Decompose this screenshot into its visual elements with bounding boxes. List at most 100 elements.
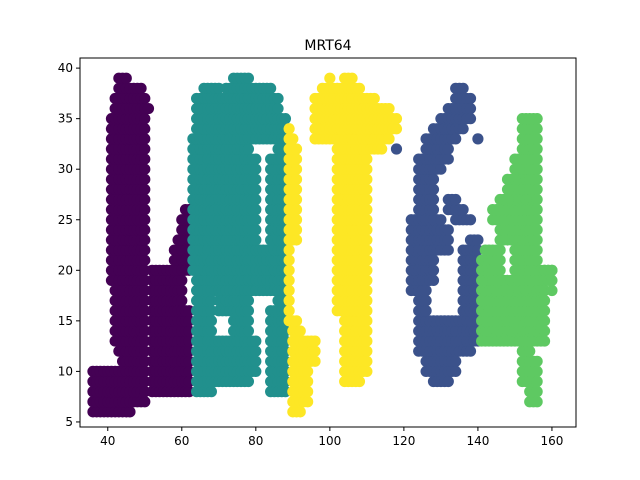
- data-point: [450, 193, 462, 206]
- data-point: [205, 386, 217, 398]
- data-point: [464, 92, 477, 105]
- data-point: [250, 365, 262, 377]
- data-point: [464, 113, 477, 125]
- data-point: [450, 365, 462, 377]
- data-point: [302, 365, 314, 377]
- data-point: [420, 305, 432, 317]
- data-point: [546, 274, 558, 287]
- data-point: [139, 173, 151, 185]
- data-point: [524, 345, 536, 357]
- data-point: [250, 214, 262, 226]
- data-point: [494, 254, 506, 266]
- data-point: [420, 284, 432, 297]
- x-tick-label: 100: [318, 434, 341, 448]
- data-point: [176, 284, 188, 297]
- data-point: [250, 173, 262, 185]
- data-point: [205, 325, 217, 337]
- data-point: [435, 163, 447, 175]
- data-point: [250, 335, 262, 347]
- data-point: [531, 173, 543, 185]
- data-point: [531, 153, 543, 165]
- data-point: [361, 234, 373, 246]
- data-point: [531, 396, 543, 408]
- data-points: [87, 72, 558, 418]
- data-point: [309, 345, 321, 357]
- y-tick-label: 5: [65, 415, 73, 429]
- data-point: [302, 396, 314, 408]
- data-point: [176, 295, 188, 307]
- data-point: [135, 82, 147, 94]
- data-point: [427, 193, 440, 206]
- data-point: [290, 204, 303, 216]
- data-point: [531, 375, 543, 388]
- data-point: [531, 224, 543, 236]
- data-point: [531, 254, 543, 266]
- data-point: [390, 123, 403, 135]
- data-point: [290, 193, 303, 206]
- data-point: [242, 325, 255, 337]
- data-point: [450, 133, 462, 145]
- data-point: [290, 224, 303, 236]
- data-point: [472, 133, 484, 145]
- data-point: [242, 305, 255, 317]
- data-point: [283, 244, 295, 256]
- data-point: [250, 224, 262, 236]
- data-point: [546, 284, 558, 297]
- data-point: [531, 113, 543, 125]
- data-point: [368, 92, 380, 105]
- data-point: [139, 254, 151, 266]
- chart-title: MRT64: [304, 38, 351, 54]
- data-point: [139, 123, 151, 135]
- data-point: [283, 295, 295, 307]
- data-point: [283, 264, 295, 276]
- data-point: [242, 143, 255, 155]
- y-tick-label: 30: [58, 162, 73, 176]
- data-point: [309, 335, 321, 347]
- data-point: [250, 355, 262, 367]
- data-point: [290, 143, 303, 155]
- data-point: [250, 204, 262, 216]
- data-point: [361, 284, 373, 297]
- data-point: [427, 183, 440, 196]
- data-point: [383, 133, 395, 145]
- series-2: [187, 72, 292, 398]
- data-point: [139, 204, 151, 216]
- data-point: [361, 295, 373, 307]
- data-point: [139, 143, 151, 155]
- data-point: [124, 406, 136, 418]
- data-point: [250, 234, 262, 246]
- data-point: [139, 284, 151, 297]
- data-point: [494, 244, 506, 256]
- data-point: [139, 153, 151, 165]
- data-point: [442, 143, 454, 155]
- x-tick-label: 140: [466, 434, 489, 448]
- data-point: [435, 214, 447, 226]
- x-tick-label: 60: [174, 434, 189, 448]
- data-point: [302, 386, 314, 398]
- data-point: [242, 315, 255, 327]
- data-point: [139, 345, 151, 357]
- data-point: [242, 72, 255, 84]
- data-point: [531, 214, 543, 226]
- data-point: [531, 133, 543, 145]
- data-point: [442, 224, 454, 236]
- data-point: [531, 244, 543, 256]
- data-point: [538, 305, 551, 317]
- data-point: [442, 234, 454, 246]
- data-point: [272, 92, 284, 105]
- data-point: [531, 193, 543, 206]
- data-point: [290, 234, 303, 246]
- data-point: [139, 295, 151, 307]
- data-point: [361, 163, 373, 175]
- y-tick-label: 40: [58, 61, 73, 75]
- data-point: [353, 375, 366, 388]
- data-point: [361, 153, 373, 165]
- data-point: [361, 264, 373, 276]
- data-point: [361, 193, 373, 206]
- data-point: [361, 365, 373, 377]
- data-point: [139, 244, 151, 256]
- data-point: [546, 264, 558, 276]
- data-point: [427, 173, 440, 185]
- data-point: [472, 234, 484, 246]
- data-point: [464, 214, 477, 226]
